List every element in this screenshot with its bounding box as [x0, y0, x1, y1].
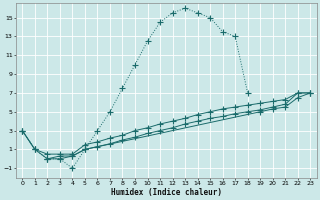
X-axis label: Humidex (Indice chaleur): Humidex (Indice chaleur) — [111, 188, 222, 197]
